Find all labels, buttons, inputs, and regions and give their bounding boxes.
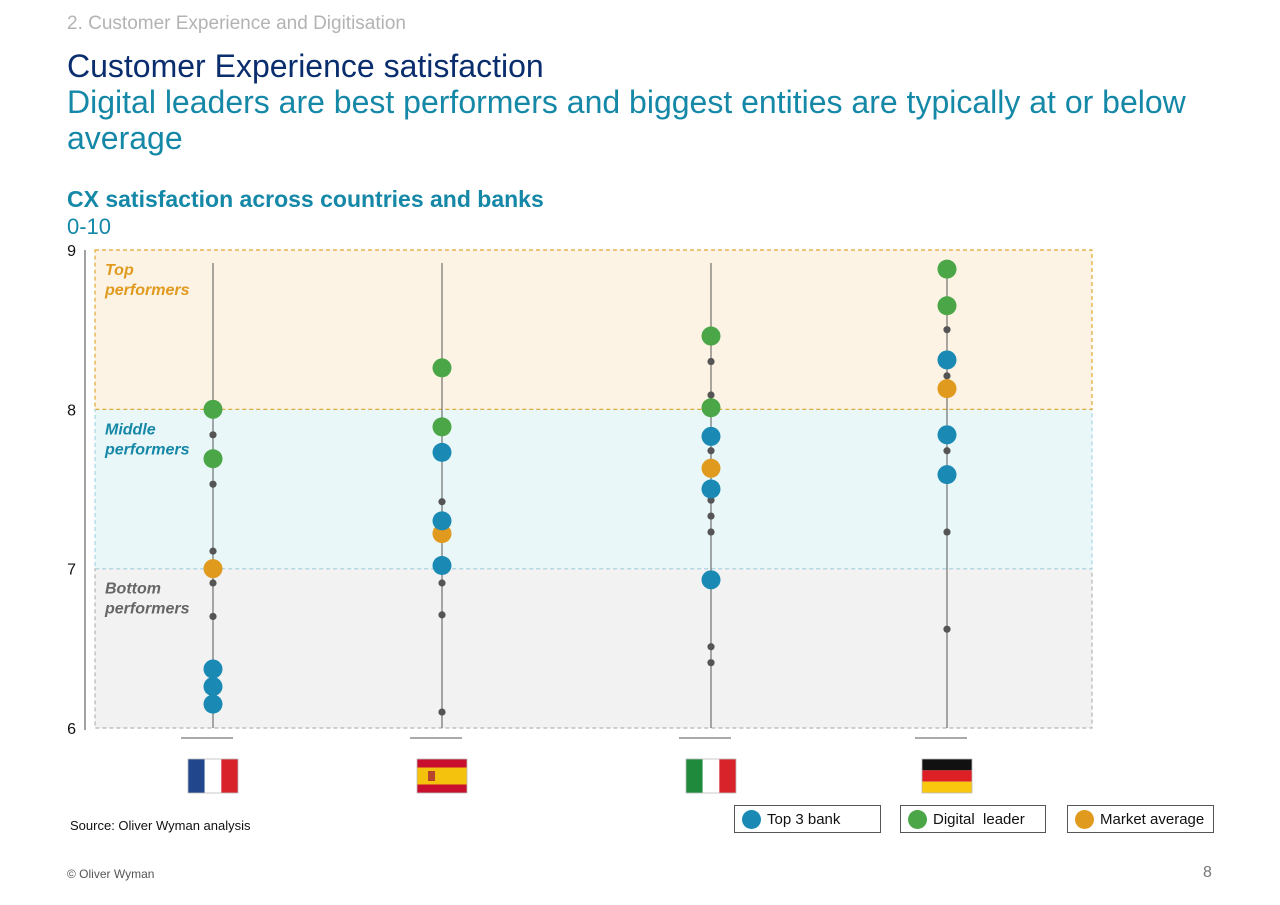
digital-leader-point-italy (701, 326, 721, 346)
other-bank-point-germany (943, 625, 951, 633)
other-bank-point-france (209, 431, 217, 439)
flag-france-icon (187, 758, 239, 794)
top3-bank-point-spain (432, 555, 452, 575)
digital-leader-point-italy (701, 398, 721, 418)
top3-bank-point-spain (432, 442, 452, 462)
flag-italy-icon (685, 758, 737, 794)
legend-average-label: Market average (1100, 810, 1205, 828)
flag-germany-icon (921, 758, 973, 794)
market-average-point-germany (937, 379, 957, 399)
band-label-bottom-performers-2: performers (104, 601, 190, 618)
top3-bank-point-germany (937, 350, 957, 370)
page-title: Customer Experience satisfaction (67, 48, 544, 84)
cx-satisfaction-chart: Bottom performers Middle performers Top perfo… (67, 243, 1093, 794)
legend-top3-swatch (742, 809, 761, 829)
digital-leader-point-germany (937, 296, 957, 316)
flag-spain-icon (416, 758, 468, 794)
band-top-performers (94, 249, 1093, 410)
other-bank-point-italy (707, 357, 715, 366)
chart-unit: 0-10 (67, 214, 112, 239)
band-label-top-performers-1: Top (105, 262, 134, 279)
band-label-middle-performers-1: Middle (105, 421, 156, 438)
top3-bank-point-france (203, 694, 223, 714)
other-bank-point-france (209, 480, 217, 488)
other-bank-point-italy (707, 496, 715, 504)
other-bank-point-germany (943, 326, 951, 334)
legend-digital-swatch (908, 809, 927, 829)
top3-bank-point-italy (701, 426, 721, 446)
top3-bank-point-italy (701, 479, 721, 499)
legend-top3-label: Top 3 bank (767, 810, 841, 828)
other-bank-point-france (209, 612, 217, 621)
top3-bank-point-france (203, 677, 223, 697)
band-label-bottom-performers-1: Bottom (105, 581, 161, 598)
y-tick-label-6: 6 (67, 721, 76, 738)
legend-digital-label: Digital leader (933, 810, 1025, 828)
other-bank-point-italy (707, 528, 715, 536)
other-bank-point-germany (943, 372, 951, 380)
legend-top3: Top 3 bank (734, 805, 881, 833)
legend-average-swatch (1075, 809, 1094, 829)
market-average-point-italy (701, 458, 721, 478)
source-note: Source: Oliver Wyman analysis (70, 818, 251, 833)
other-bank-point-germany (943, 447, 951, 455)
top3-bank-point-germany (937, 465, 957, 485)
other-bank-point-france (209, 579, 217, 587)
other-bank-point-italy (707, 512, 715, 520)
legend-average: Market average (1067, 805, 1214, 833)
y-tick-label-7: 7 (67, 562, 76, 579)
top3-bank-point-spain (432, 511, 452, 531)
other-bank-point-france (209, 547, 217, 555)
section-label: 2. Customer Experience and Digitisation (67, 13, 407, 34)
other-bank-point-spain (438, 611, 446, 619)
other-bank-point-germany (943, 528, 951, 536)
digital-leader-point-france (203, 449, 223, 469)
digital-leader-point-france (203, 399, 223, 419)
page-number: 8 (1203, 864, 1212, 881)
band-middle-performers (94, 408, 1093, 570)
digital-leader-point-spain (432, 358, 452, 378)
top3-bank-point-italy (701, 570, 721, 590)
y-tick-label-8: 8 (67, 402, 76, 419)
other-bank-point-spain (438, 579, 446, 587)
top3-bank-point-france (203, 659, 223, 679)
digital-leader-point-germany (937, 259, 957, 279)
copyright: © Oliver Wyman (67, 867, 155, 881)
digital-leader-point-spain (432, 417, 452, 437)
other-bank-point-italy (707, 643, 715, 651)
band-label-middle-performers-2: performers (104, 441, 190, 458)
other-bank-point-spain (438, 708, 446, 716)
band-bottom-performers (94, 568, 1093, 729)
other-bank-point-spain (438, 498, 446, 506)
legend-digital: Digital leader (900, 805, 1046, 833)
other-bank-point-italy (707, 659, 715, 667)
chart-title: CX satisfaction across countries and ban… (67, 186, 544, 212)
page-subtitle: Digital leaders are best performers and … (67, 84, 1186, 156)
top3-bank-point-germany (937, 425, 957, 445)
market-average-point-france (203, 559, 223, 579)
other-bank-point-italy (707, 391, 715, 399)
y-tick-label-9: 9 (67, 243, 76, 260)
band-label-top-performers-2: performers (104, 282, 190, 299)
other-bank-point-italy (707, 447, 715, 455)
